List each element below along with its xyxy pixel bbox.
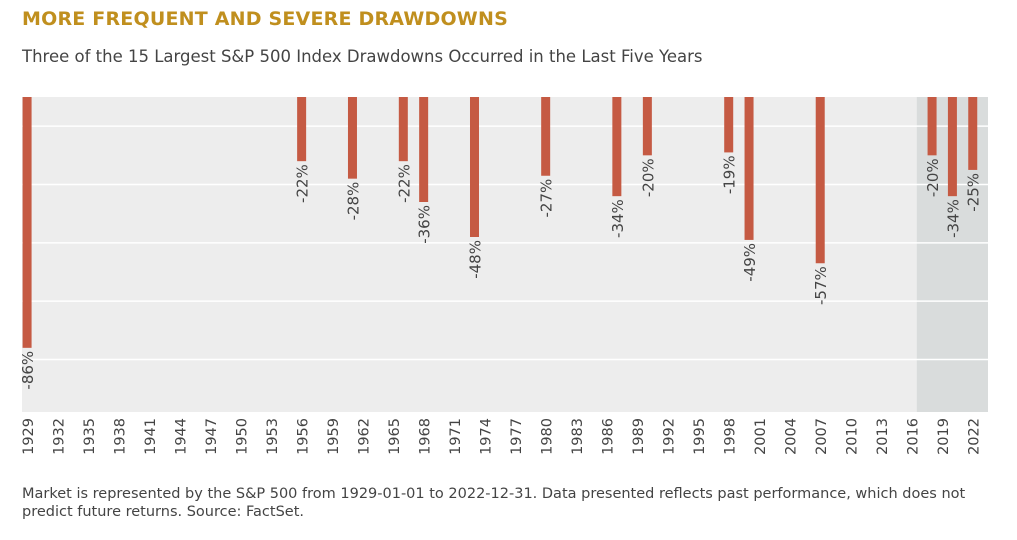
drawdown-bar xyxy=(927,97,937,156)
data-label: -20% xyxy=(639,158,657,197)
data-label: -20% xyxy=(924,158,942,197)
drawdown-bar xyxy=(642,97,652,156)
x-tick-label: 1989 xyxy=(631,418,647,455)
x-tick-label: 1968 xyxy=(418,418,434,455)
drawdown-bar xyxy=(347,97,357,179)
data-label: -34% xyxy=(944,199,962,238)
chart-title: MORE FREQUENT AND SEVERE DRAWDOWNS xyxy=(22,8,508,30)
footer-note: Market is represented by the S&P 500 fro… xyxy=(22,486,966,520)
x-tick-label: 1938 xyxy=(113,418,129,455)
x-tick-label: 1995 xyxy=(692,418,708,455)
x-tick-label: 1977 xyxy=(509,418,525,455)
x-tick-label: 2022 xyxy=(967,418,983,455)
drawdown-bar xyxy=(968,97,978,170)
data-label: -34% xyxy=(609,199,627,238)
drawdown-bar xyxy=(724,97,734,153)
x-tick-label: 1980 xyxy=(540,418,556,455)
x-tick-label: 1992 xyxy=(662,418,678,455)
x-tick-label: 1932 xyxy=(52,418,68,455)
x-tick-label: 2001 xyxy=(753,418,769,455)
drawdown-chart: -86%-22% -28% -22%-36%-48%-27%-34%-20% -19%… xyxy=(19,97,988,455)
x-tick-label: 2010 xyxy=(845,418,861,455)
chart-subtitle: Three of the 15 Largest S&P 500 Index Dr… xyxy=(22,47,703,66)
data-label: -25% xyxy=(965,173,983,212)
x-tick-label: 2004 xyxy=(784,418,800,455)
x-tick-label: 1998 xyxy=(723,418,739,455)
drawdown-bar xyxy=(541,97,551,176)
drawdown-bar xyxy=(22,97,32,348)
x-tick-label: 1983 xyxy=(570,418,586,455)
data-label: -49% xyxy=(741,243,759,282)
x-tick-label: 1941 xyxy=(143,418,159,455)
drawdown-bar xyxy=(612,97,622,197)
data-label: -22% xyxy=(395,164,413,203)
data-label: -48% xyxy=(466,240,484,279)
drawdown-bar xyxy=(815,97,825,264)
x-tick-label: 2013 xyxy=(875,418,891,455)
x-tick-label: 2007 xyxy=(814,418,830,455)
x-tick-label: 1962 xyxy=(357,418,373,455)
x-tick-label: 1947 xyxy=(204,418,220,455)
data-label: -22% xyxy=(294,164,312,203)
drawdown-bar xyxy=(744,97,754,240)
drawdown-bar xyxy=(398,97,408,162)
drawdown-bar xyxy=(419,97,429,202)
x-tick-label: 1944 xyxy=(174,418,190,455)
data-label: -36% xyxy=(416,205,434,244)
x-tick-label: 1929 xyxy=(21,418,37,455)
x-tick-label: 1965 xyxy=(387,418,403,455)
x-tick-label: 1953 xyxy=(265,418,281,455)
data-label: -57% xyxy=(812,266,830,305)
x-tick-label: 1971 xyxy=(448,418,464,455)
x-tick-label: 1959 xyxy=(326,418,342,455)
drawdown-bar xyxy=(469,97,479,237)
x-tick-label: 2019 xyxy=(936,418,952,455)
plot-background xyxy=(22,97,988,412)
x-tick-label: 2016 xyxy=(906,418,922,455)
drawdown-bar xyxy=(947,97,957,197)
data-label: -19% xyxy=(721,155,739,194)
x-tick-label: 1935 xyxy=(82,418,98,455)
x-tick-label: 1974 xyxy=(479,418,495,455)
data-label: -28% xyxy=(344,182,362,221)
drawdown-bar xyxy=(297,97,307,162)
x-tick-label: 1956 xyxy=(296,418,312,455)
data-label: -86% xyxy=(19,351,37,390)
x-tick-label: 1950 xyxy=(235,418,251,455)
x-tick-label: 1986 xyxy=(601,418,617,455)
data-label: -27% xyxy=(538,179,556,218)
